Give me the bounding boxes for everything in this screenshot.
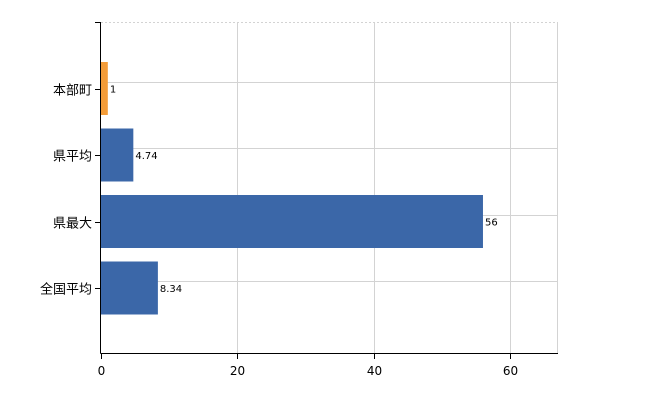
bar-0 [101,62,108,115]
data-label-1: 4.74 [135,151,157,162]
x-tick-label-2: 40 [367,364,382,378]
x-tick-label-3: 60 [503,364,518,378]
category-label-2: 県最大 [53,217,92,232]
category-label-1: 県平均 [53,150,92,165]
category-label-3: 全国平均 [40,282,92,298]
bar-2 [101,195,483,248]
data-label-0: 1 [110,85,116,96]
bar-1 [101,128,134,182]
category-label-0: 本部町 [53,84,92,99]
x-tick-label-1: 20 [230,364,245,378]
data-label-2: 56 [485,218,498,229]
x-tick-label-0: 0 [98,364,106,378]
data-label-3: 8.34 [160,284,182,295]
bar-3 [101,261,158,315]
